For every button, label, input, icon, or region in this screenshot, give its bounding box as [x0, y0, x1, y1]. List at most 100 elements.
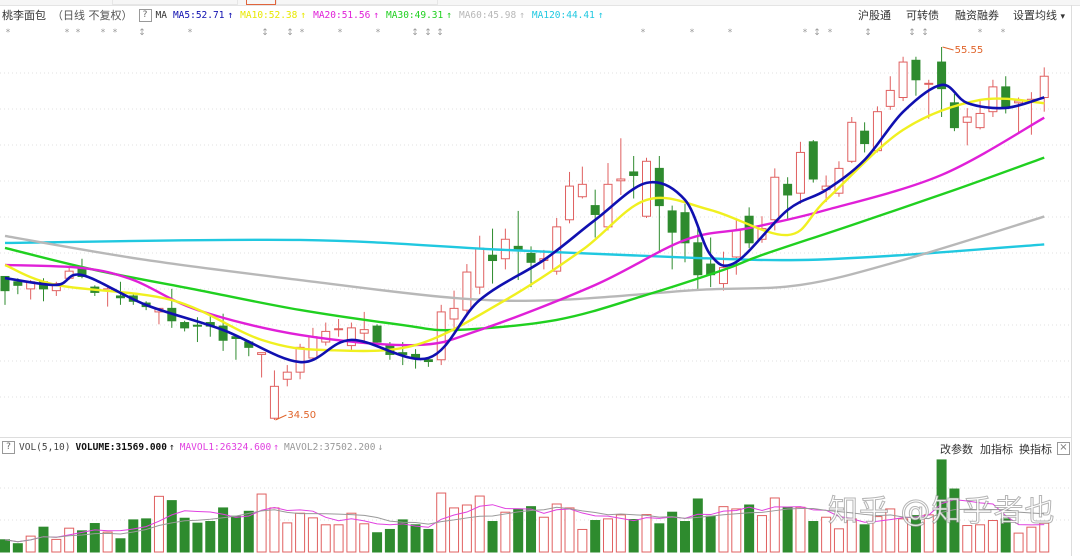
candle-up — [898, 61, 908, 99]
close-icon[interactable]: × — [1057, 442, 1070, 455]
volume-bar-down — [487, 521, 498, 553]
volume-bar-down — [76, 530, 87, 553]
volume-bar-up — [975, 524, 986, 553]
candle-down — [180, 322, 190, 329]
ma-legend-4: MA60:45.98 — [458, 9, 517, 21]
candle-up — [308, 336, 318, 359]
candle-down — [526, 252, 536, 263]
volume-bar-up — [474, 495, 485, 553]
candle-up — [847, 121, 857, 162]
event-marker-icon: * — [6, 28, 11, 38]
candle-down — [629, 171, 639, 176]
add-indicator-button[interactable]: 加指标 — [980, 443, 1013, 456]
volume-bar-up — [346, 512, 357, 553]
menu-hgt[interactable]: 沪股通 — [858, 9, 891, 22]
event-marker-icon: ↕ — [921, 28, 929, 38]
volume-bar-down — [936, 459, 947, 553]
volume-bar-up — [551, 503, 562, 553]
candle-down — [1001, 86, 1011, 109]
volume-bar-up — [1026, 526, 1037, 553]
ma-label: MA — [155, 9, 167, 21]
volume-bar-up — [295, 512, 306, 553]
candle-up — [51, 283, 61, 292]
ma-line-ma20 — [4, 116, 1045, 347]
candle-up — [770, 176, 780, 221]
volume-bar-down — [243, 510, 254, 553]
volume-bar-down — [679, 521, 690, 553]
volume-bar-down — [628, 519, 639, 553]
watermark: 知乎 @知乎者也 — [828, 494, 1056, 530]
volume-bar-up — [756, 515, 767, 553]
candle-up — [616, 178, 626, 182]
mavol2-line — [4, 506, 1045, 543]
candle-down — [0, 275, 10, 292]
candle-up — [269, 385, 279, 419]
event-marker-icon: ↕ — [424, 28, 432, 38]
event-marker-icon: * — [641, 28, 646, 38]
mavol2-value: MAVOL2:37502.200 — [283, 442, 376, 453]
volume-bar-down — [372, 532, 383, 553]
candle-up — [462, 271, 472, 311]
candle-down — [860, 130, 870, 145]
top-tab-strip — [0, 0, 1080, 6]
candle-up — [282, 371, 292, 380]
volume-bar-down — [910, 515, 921, 553]
event-marker-icon: * — [1001, 28, 1006, 38]
event-marker-icon: * — [978, 28, 983, 38]
top-tab-active[interactable] — [246, 0, 276, 5]
volume-bar-down — [179, 517, 190, 553]
candle-down — [783, 183, 793, 196]
top-tab[interactable] — [276, 0, 438, 5]
volume-bar-up — [102, 531, 113, 553]
event-marker-icon: * — [188, 28, 193, 38]
event-marker-icon: ↕ — [286, 28, 294, 38]
ma-legend-2: MA20:51.56 — [313, 9, 371, 21]
candle-up — [962, 116, 972, 123]
arrow-up-icon: ↑ — [597, 9, 604, 21]
arrow-up-icon: ↑ — [227, 9, 234, 21]
menu-convertible-bond[interactable]: 可转债 — [906, 9, 939, 22]
volume-bar-up — [51, 538, 62, 553]
volume-bar-up — [449, 507, 460, 553]
volume-bar-down — [218, 507, 229, 553]
menu-set-ma[interactable]: 设置均线 ▾ — [1013, 7, 1065, 23]
volume-bar-up — [833, 528, 844, 553]
candle-up — [795, 151, 805, 194]
candle-down — [667, 210, 677, 233]
event-marker-icon: ↕ — [908, 28, 916, 38]
volume-bar-down — [949, 488, 960, 553]
volume-help-icon[interactable]: ? — [2, 441, 15, 454]
volume-bar-up — [962, 525, 973, 553]
volume-bar-up — [320, 524, 331, 553]
top-tab[interactable] — [112, 0, 238, 5]
help-icon[interactable]: ? — [138, 8, 152, 22]
volume-bar-down — [0, 539, 10, 553]
candle-up — [565, 185, 575, 221]
switch-indicator-button[interactable]: 换指标 — [1019, 443, 1052, 456]
volume-bar-down — [526, 506, 537, 553]
event-marker-icon: ↕ — [261, 28, 269, 38]
candle-down — [808, 141, 818, 180]
candle-up — [346, 327, 356, 347]
volume-bar-up — [64, 527, 75, 553]
edit-params-button[interactable]: 改参数 — [940, 443, 973, 456]
ma-legend-0: MA5:52.71 — [172, 9, 225, 21]
volume-bar-up — [718, 506, 729, 553]
volume-bar-up — [1013, 532, 1024, 553]
event-marker-icon: * — [376, 28, 381, 38]
arrow-up-icon: ↑ — [519, 9, 525, 21]
ma-legend-1: MA10:52.38 — [240, 9, 298, 21]
arrow-up-icon: ↑ — [169, 442, 175, 453]
candle-up — [449, 307, 459, 320]
volume-bar-down — [192, 522, 203, 553]
volume-bar-up — [307, 517, 318, 553]
volume-bar-down — [230, 515, 241, 553]
menu-margin-trading[interactable]: 融资融券 — [955, 9, 999, 22]
volume-bar-down — [590, 520, 601, 553]
volume-bar-down — [410, 524, 421, 553]
volume-bar-down — [128, 519, 139, 553]
volume-bar-up — [500, 511, 511, 553]
volume-bar-up — [821, 516, 832, 553]
volume-bar-up — [641, 514, 652, 553]
